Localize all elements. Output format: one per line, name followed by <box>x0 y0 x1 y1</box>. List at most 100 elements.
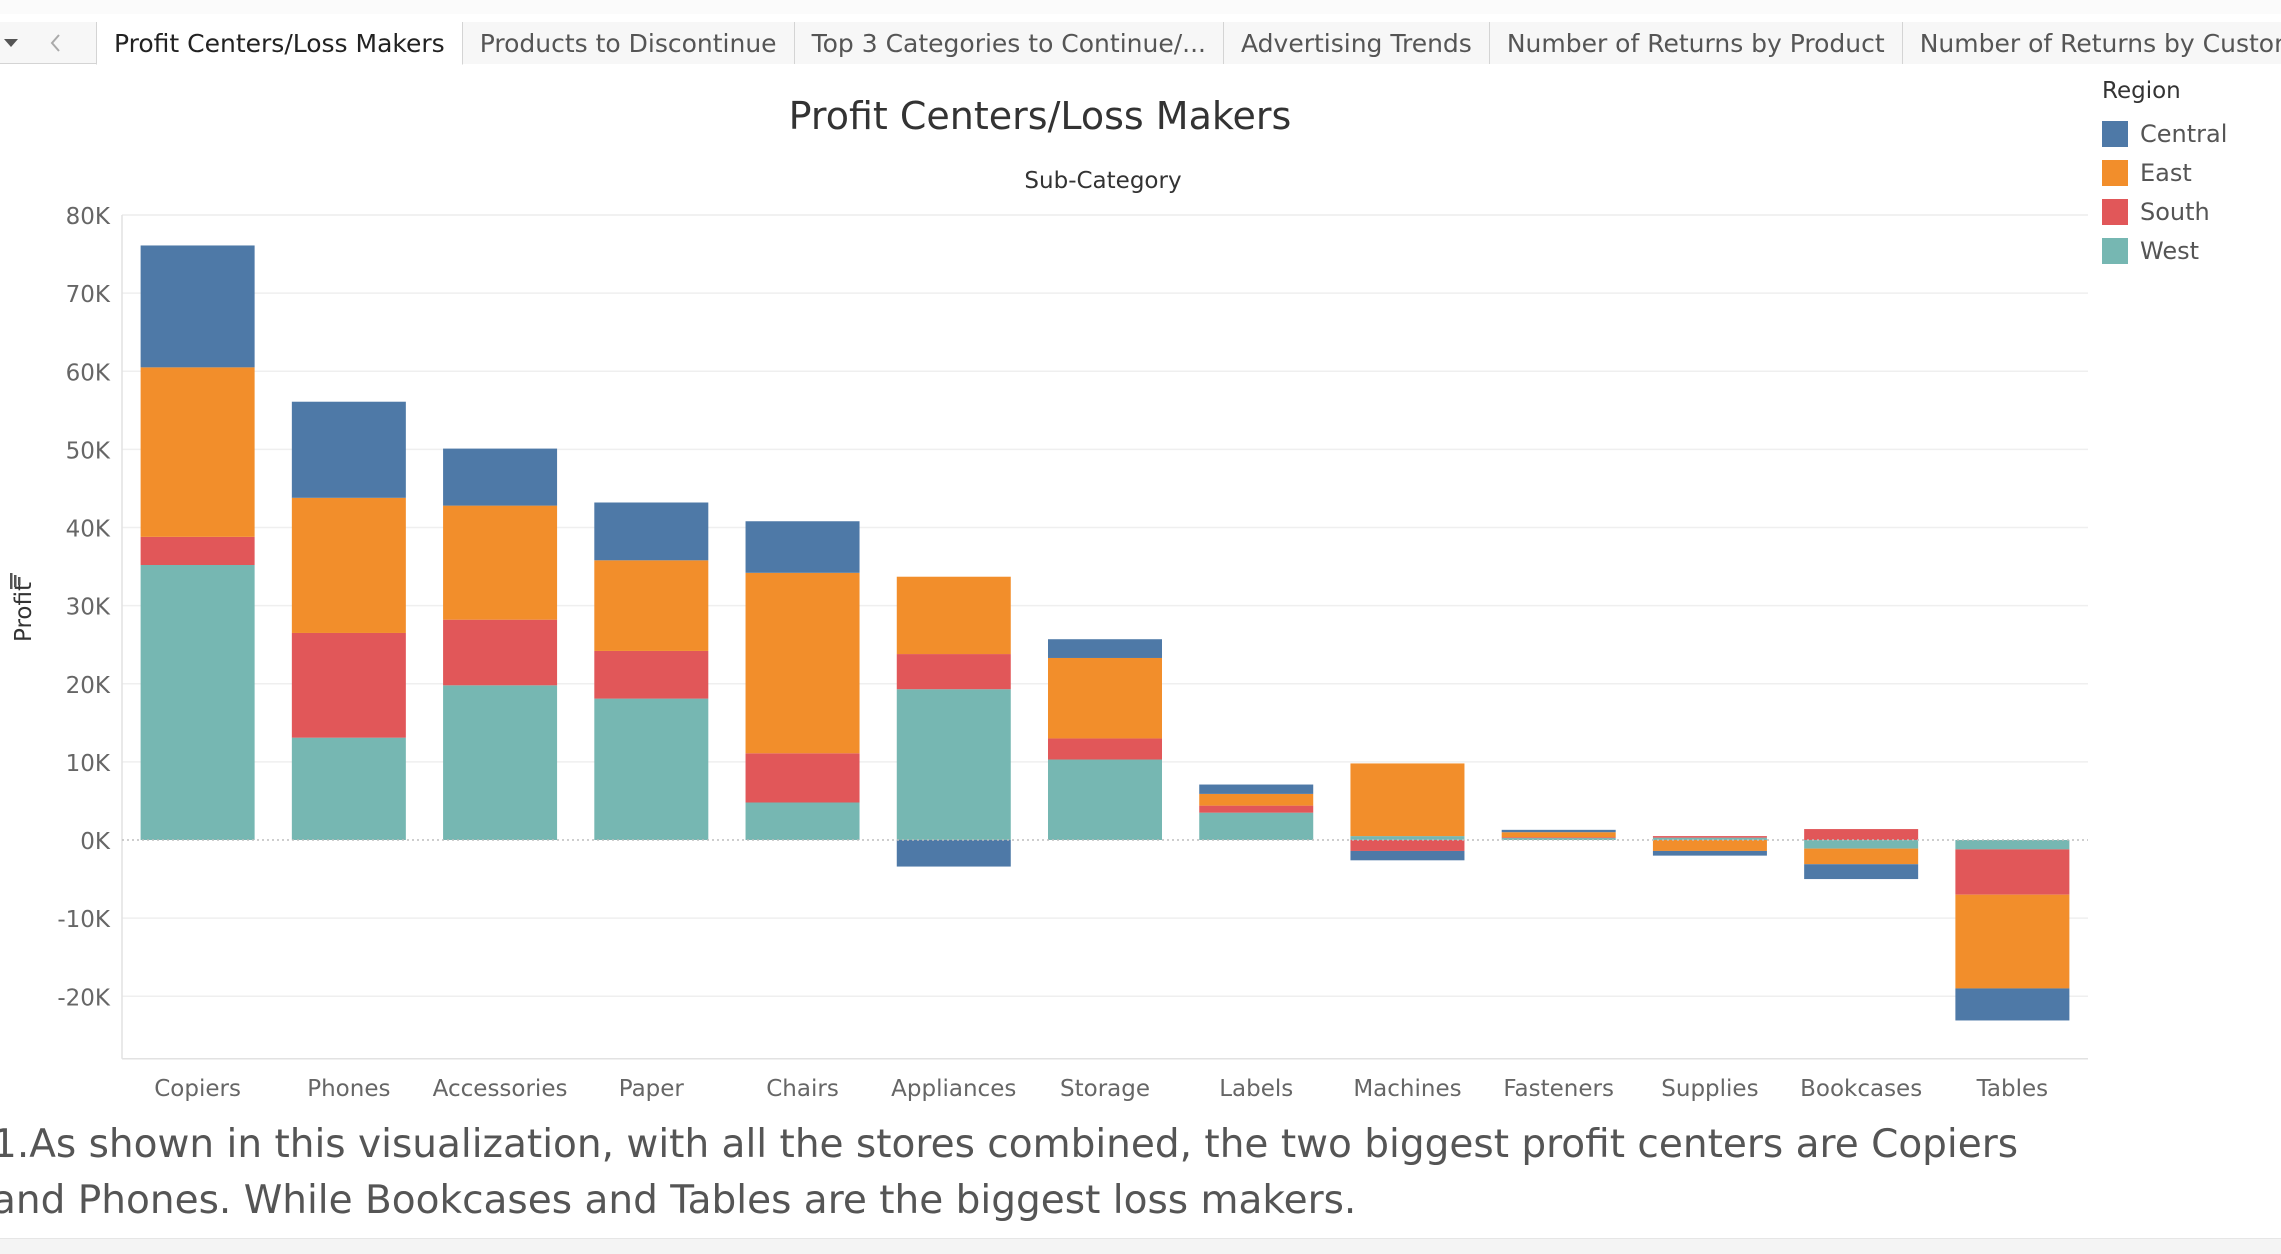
bar-bookcases-central <box>1804 864 1919 880</box>
chart-title: Profit Centers/Loss Makers <box>789 94 1292 138</box>
sheet-tab-bar: Profit Centers/Loss Makers Products to Di… <box>0 22 2281 65</box>
bar-machines-east <box>1350 763 1465 837</box>
bar-storage-central <box>1048 639 1162 658</box>
caret-down-icon <box>4 39 18 47</box>
tab-profit-centers-loss-makers[interactable]: Profit Centers/Loss Makers <box>96 22 463 65</box>
x-tick-label-chairs: Chairs <box>766 1076 839 1102</box>
legend-swatch <box>2102 237 2128 264</box>
bar-accessories-south <box>443 619 558 686</box>
legend-swatch <box>2102 198 2128 225</box>
bar-phones-central <box>291 401 406 498</box>
bar-phones-east <box>291 497 406 633</box>
y-tick-label: -10K <box>57 907 111 933</box>
bar-chairs-south <box>745 753 860 803</box>
top-strip <box>0 0 2281 14</box>
x-tick-label-supplies: Supplies <box>1661 1076 1758 1102</box>
bar-chairs-central <box>745 521 860 573</box>
bar-copiers-west <box>140 565 255 840</box>
legend-label: West <box>2140 236 2200 265</box>
bar-machines-west <box>1350 836 1465 840</box>
bar-chairs-west <box>745 802 860 840</box>
y-tick-label: 20K <box>66 673 111 699</box>
tab-number-of-returns-by-product[interactable]: Number of Returns by Product <box>1489 22 1903 64</box>
bar-chairs-east <box>745 572 860 754</box>
y-tick-label: 50K <box>66 438 111 464</box>
y-tick-label: 0K <box>80 829 111 855</box>
x-tick-label-appliances: Appliances <box>891 1076 1016 1102</box>
legend-item-west[interactable]: West <box>2102 231 2227 270</box>
tab-number-of-returns-by-customer[interactable]: Number of Returns by Customer <box>1902 22 2281 64</box>
bar-phones-west <box>291 737 406 840</box>
x-tick-label-fasteners: Fasteners <box>1503 1076 1614 1102</box>
y-tick-label: 80K <box>66 204 111 230</box>
bar-tables-west <box>1955 840 2070 850</box>
legend-item-central[interactable]: Central <box>2102 114 2227 153</box>
sort-icon[interactable] <box>10 573 21 589</box>
bar-paper-west <box>594 698 709 840</box>
y-axis-label: Profit <box>11 582 37 642</box>
legend-label: South <box>2140 197 2210 226</box>
legend-item-south[interactable]: South <box>2102 192 2227 231</box>
y-tick-label: 30K <box>66 595 111 621</box>
tab-products-to-discontinue[interactable]: Products to Discontinue <box>462 22 795 64</box>
legend-title: Region <box>2102 78 2181 104</box>
bar-paper-south <box>594 650 709 699</box>
x-tick-label-machines: Machines <box>1353 1076 1461 1102</box>
bar-labels-central <box>1199 784 1314 794</box>
x-tick-label-phones: Phones <box>307 1076 390 1102</box>
bar-fasteners-central <box>1501 829 1616 833</box>
legend-label: East <box>2140 158 2192 187</box>
y-tick-label: 70K <box>66 282 111 308</box>
legend-swatch <box>2102 159 2128 186</box>
bar-tables-central <box>1955 988 2070 1021</box>
bar-supplies-central <box>1652 850 1767 856</box>
bar-phones-south <box>291 632 406 738</box>
x-tick-label-labels: Labels <box>1219 1076 1293 1102</box>
bar-tables-south <box>1955 849 2070 895</box>
bar-tables-east <box>1955 894 2070 989</box>
bar-paper-east <box>594 560 709 651</box>
bar-machines-central <box>1350 850 1465 861</box>
bar-supplies-west <box>1652 837 1767 840</box>
bar-fasteners-south <box>1501 837 1616 839</box>
bar-bookcases-east <box>1804 848 1919 865</box>
tab-menu-icon[interactable] <box>0 22 22 64</box>
y-tick-label: 60K <box>66 360 111 386</box>
bar-accessories-east <box>443 505 558 620</box>
bottom-toolbar <box>0 1238 2281 1254</box>
bar-paper-central <box>594 502 709 561</box>
bar-accessories-west <box>443 685 558 840</box>
region-legend[interactable]: Region Central East South West <box>2102 78 2227 270</box>
tab-scroll-left-icon[interactable] <box>40 22 70 64</box>
bar-appliances-east <box>896 576 1011 655</box>
bar-labels-west <box>1199 812 1314 840</box>
x-tick-label-copiers: Copiers <box>154 1076 241 1102</box>
sheet-tabs: Profit Centers/Loss Makers Products to Di… <box>96 22 2281 65</box>
y-tick-label: 10K <box>66 751 111 777</box>
x-tick-label-storage: Storage <box>1060 1076 1150 1102</box>
legend-item-east[interactable]: East <box>2102 153 2227 192</box>
legend-swatch <box>2102 120 2128 147</box>
x-tick-label-accessories: Accessories <box>433 1076 568 1102</box>
legend-label: Central <box>2140 119 2228 148</box>
tab-top-3-categories-to-continue[interactable]: Top 3 Categories to Continue/... <box>794 22 1224 64</box>
bar-storage-south <box>1048 738 1162 760</box>
profit-bar-chart: Profit Centers/Loss Makers Sub-Category -2… <box>10 94 2088 1102</box>
x-tick-label-tables: Tables <box>1976 1076 2048 1102</box>
bar-appliances-central <box>896 840 1011 867</box>
bar-storage-west <box>1048 759 1162 840</box>
bar-labels-south <box>1199 805 1314 813</box>
bar-labels-east <box>1199 793 1314 806</box>
tab-advertising-trends[interactable]: Advertising Trends <box>1224 22 1490 64</box>
bar-appliances-west <box>896 689 1011 840</box>
x-tick-label-paper: Paper <box>619 1076 685 1102</box>
x-axis-header: Sub-Category <box>1024 168 1181 194</box>
bar-accessories-central <box>443 448 558 506</box>
bar-supplies-east <box>1652 840 1767 851</box>
y-tick-label: -20K <box>57 985 111 1011</box>
bar-copiers-south <box>140 536 255 565</box>
bar-fasteners-east <box>1501 832 1616 838</box>
bar-bookcases-west <box>1804 840 1919 849</box>
bar-bookcases-south <box>1804 829 1919 840</box>
caption-text: 1.As shown in this visualization, with a… <box>0 1122 2019 1223</box>
